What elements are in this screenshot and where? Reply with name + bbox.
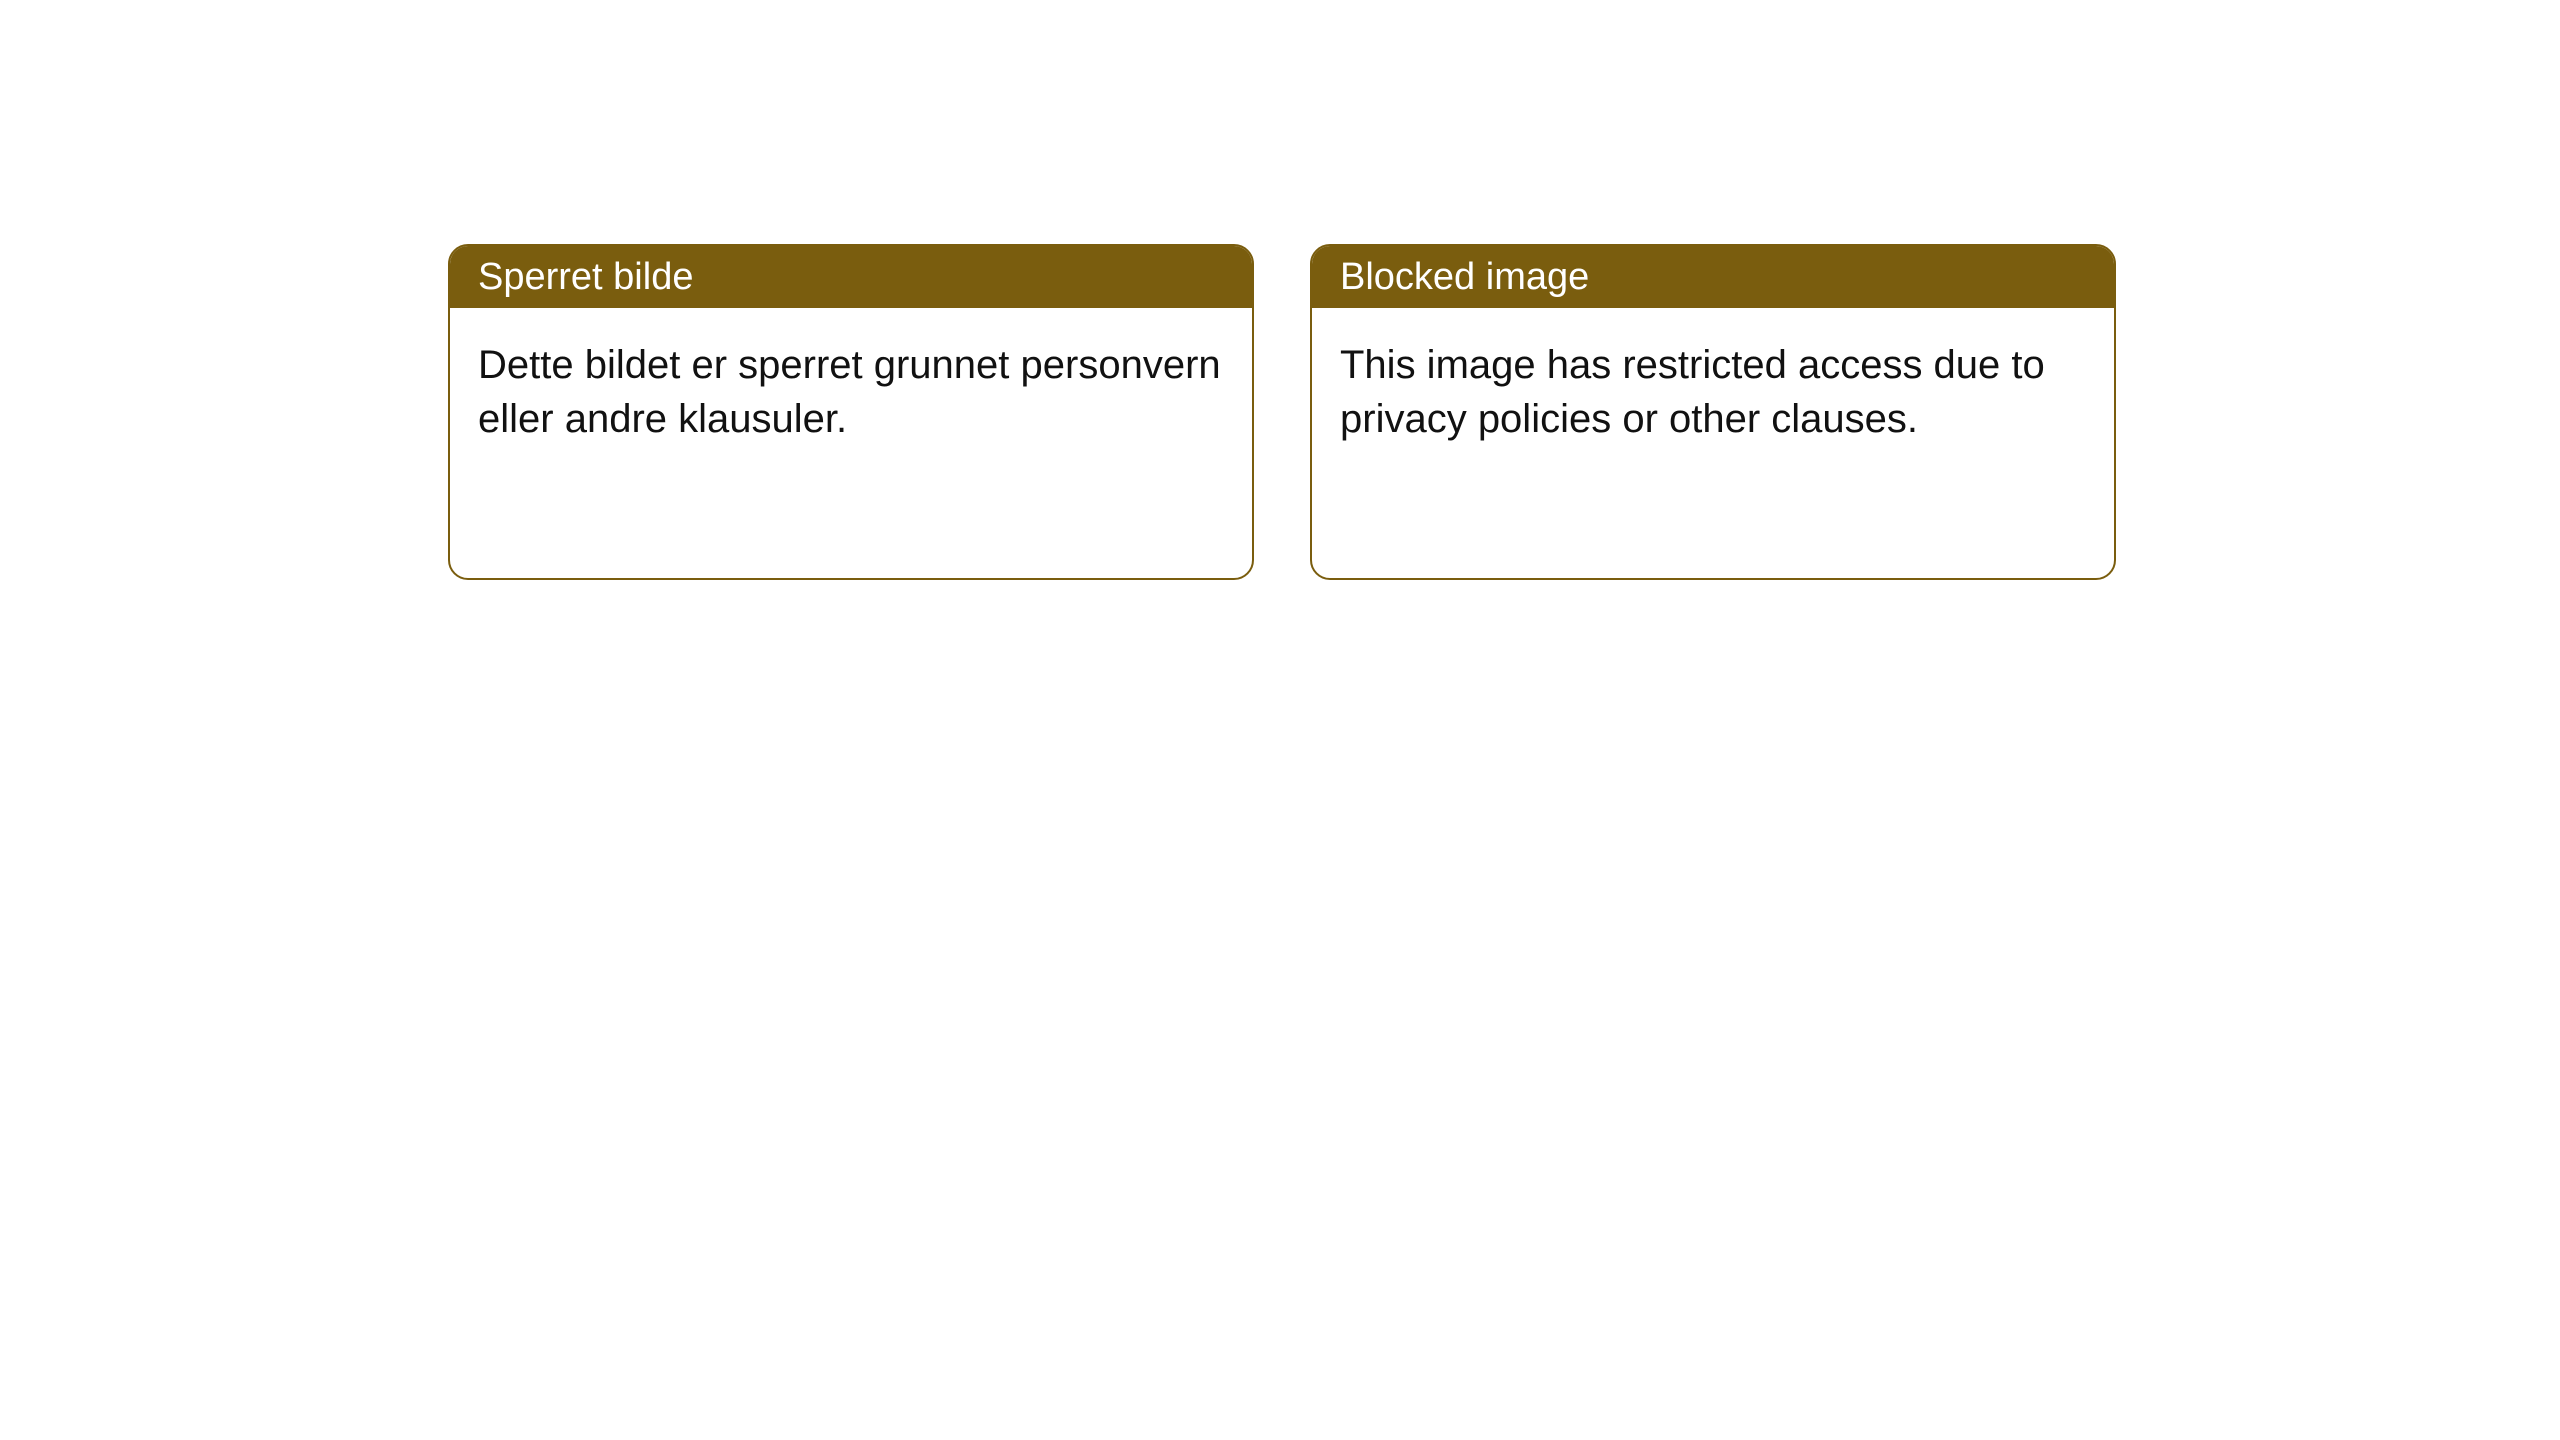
notice-container: Sperret bilde Dette bildet er sperret gr… <box>0 0 2560 580</box>
notice-body-text: This image has restricted access due to … <box>1340 343 2045 441</box>
notice-header: Blocked image <box>1312 246 2114 308</box>
notice-body: Dette bildet er sperret grunnet personve… <box>450 308 1252 476</box>
notice-body-text: Dette bildet er sperret grunnet personve… <box>478 343 1221 441</box>
notice-card-norwegian: Sperret bilde Dette bildet er sperret gr… <box>448 244 1254 580</box>
notice-body: This image has restricted access due to … <box>1312 308 2114 476</box>
notice-header: Sperret bilde <box>450 246 1252 308</box>
notice-card-english: Blocked image This image has restricted … <box>1310 244 2116 580</box>
notice-header-text: Blocked image <box>1340 256 1589 299</box>
notice-header-text: Sperret bilde <box>478 256 693 299</box>
